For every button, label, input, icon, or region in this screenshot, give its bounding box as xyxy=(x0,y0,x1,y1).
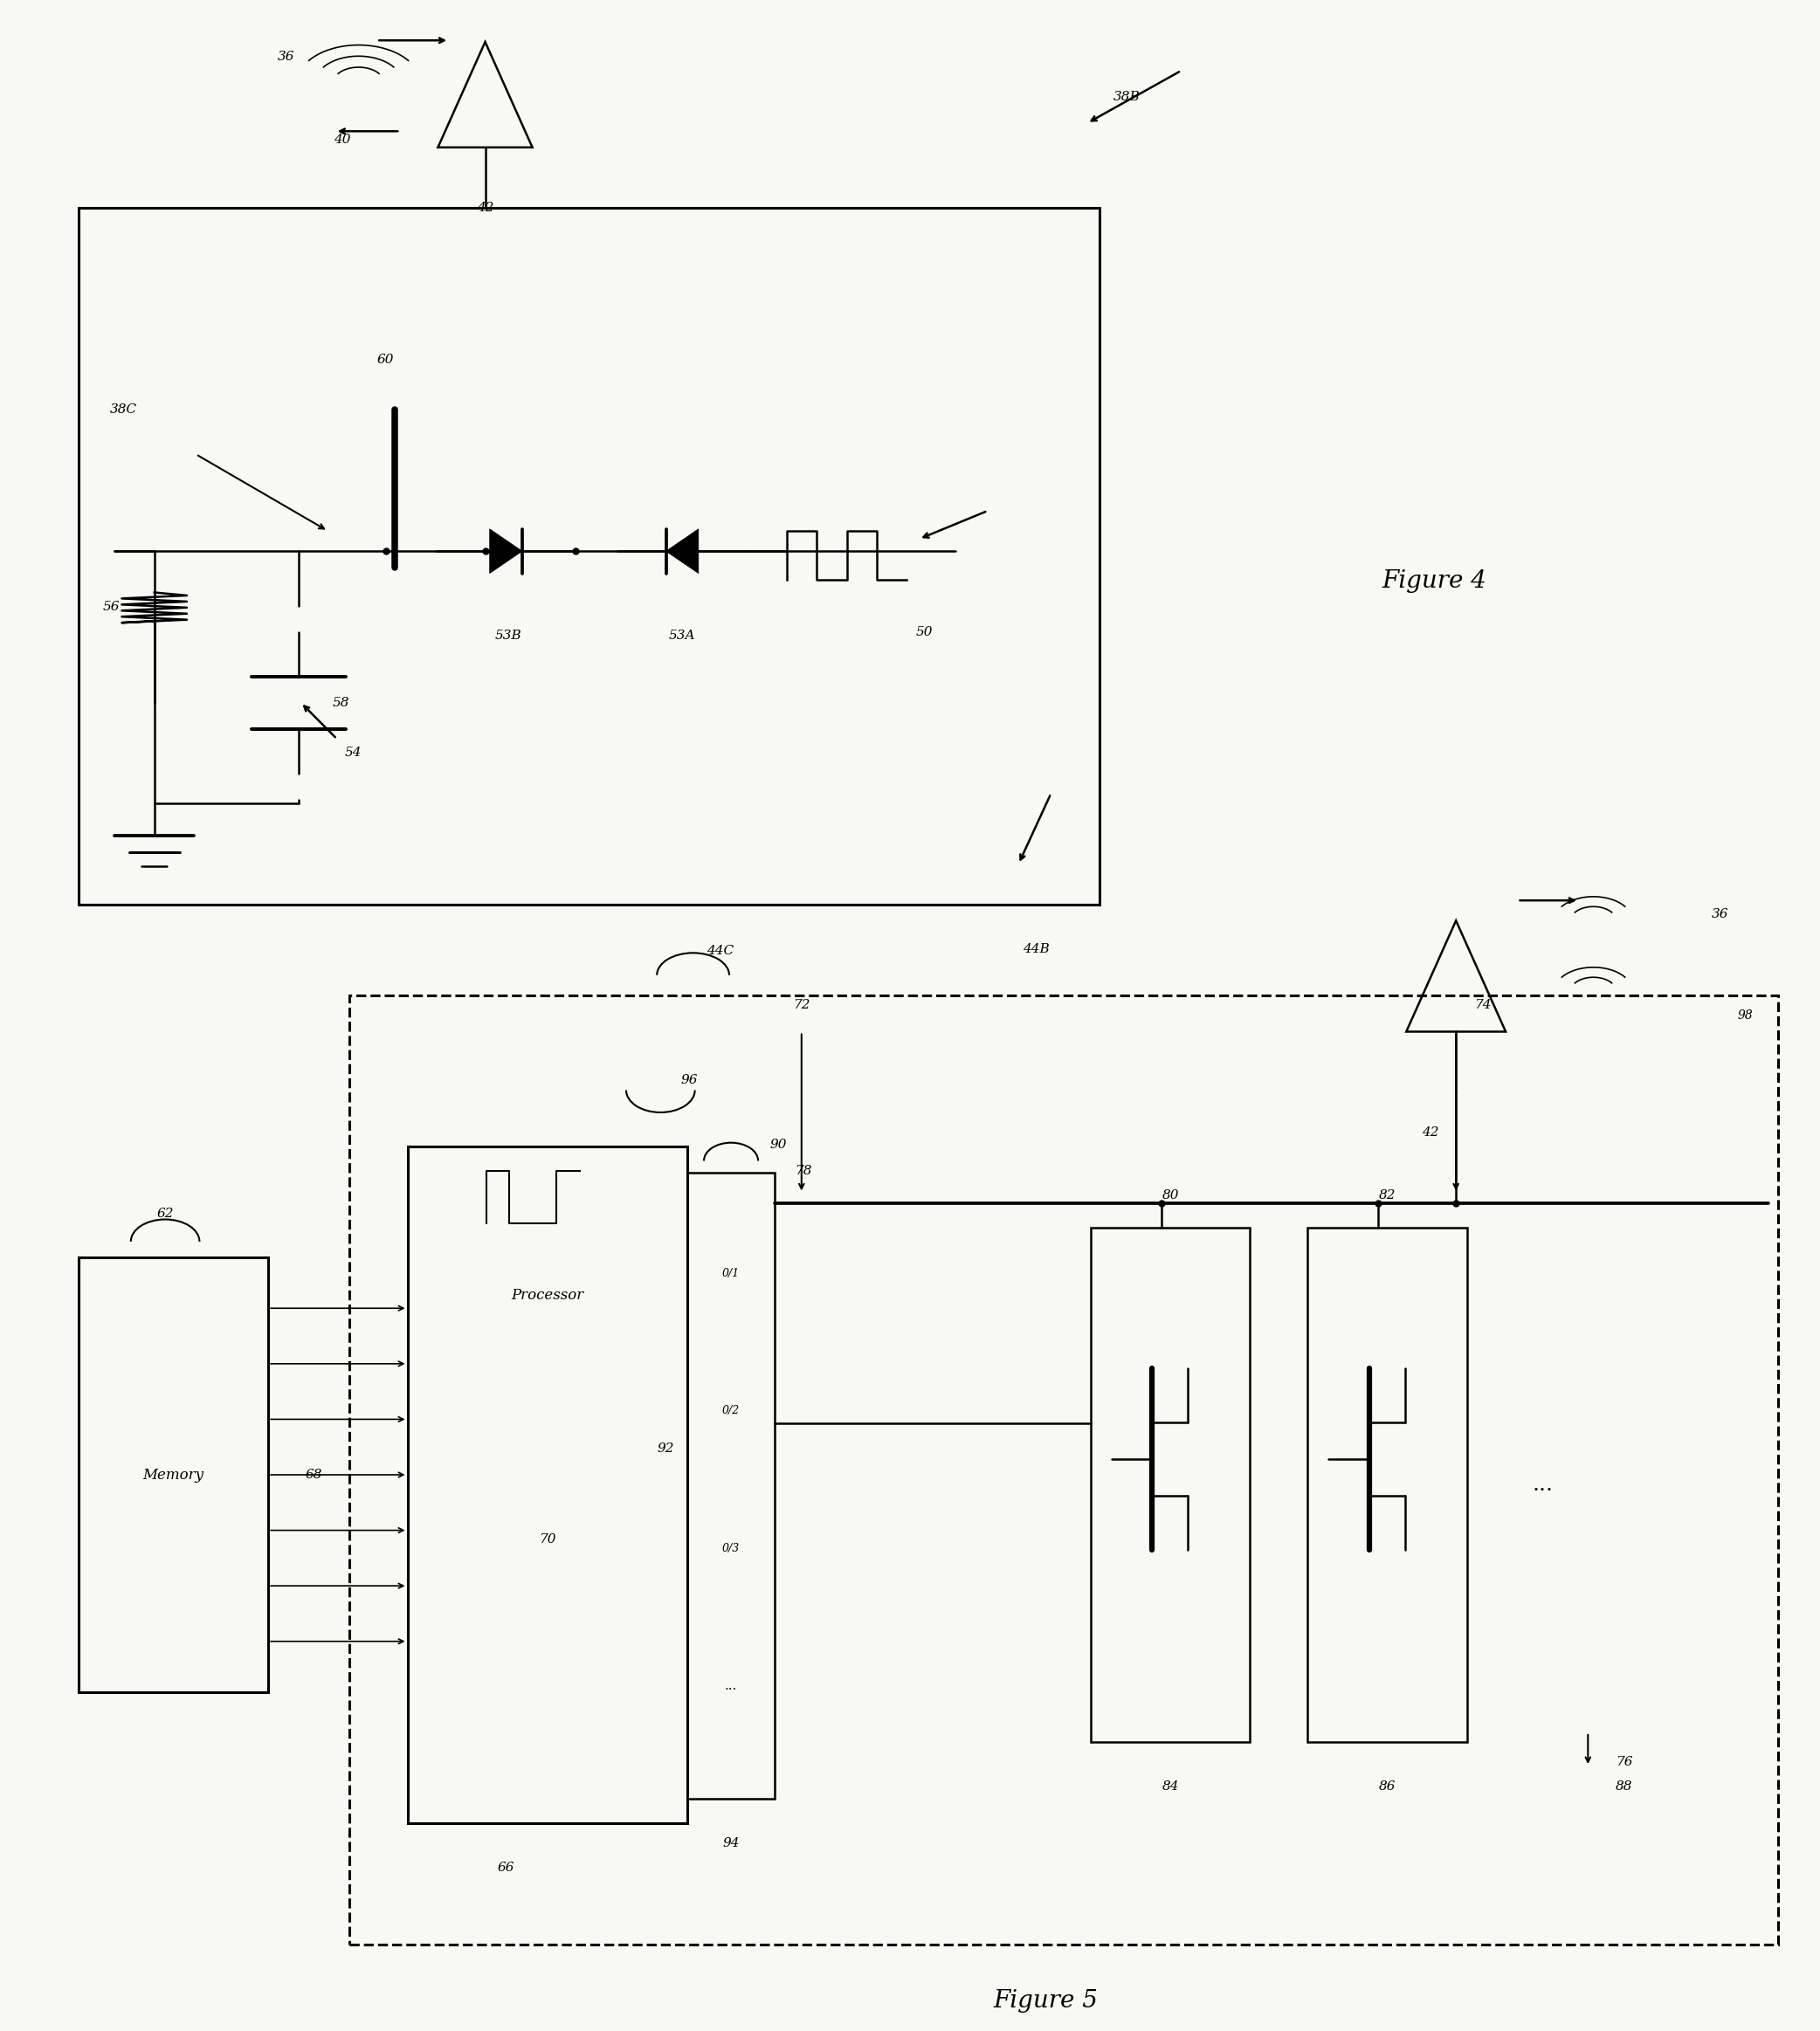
Text: 0/1: 0/1 xyxy=(723,1267,741,1280)
Text: 56: 56 xyxy=(102,601,120,613)
Polygon shape xyxy=(490,528,522,573)
Text: 96: 96 xyxy=(681,1074,697,1087)
Bar xyxy=(1090,1227,1250,1743)
Bar xyxy=(1309,1227,1467,1743)
Text: 76: 76 xyxy=(1616,1757,1633,1769)
Text: 92: 92 xyxy=(657,1442,675,1454)
Text: 42: 42 xyxy=(477,201,493,213)
Text: 36: 36 xyxy=(1711,908,1729,920)
Bar xyxy=(78,207,1099,904)
Text: 70: 70 xyxy=(539,1533,557,1546)
Text: Figure 4: Figure 4 xyxy=(1381,569,1487,593)
Bar xyxy=(349,995,1778,1944)
Text: 90: 90 xyxy=(770,1139,786,1152)
Text: 84: 84 xyxy=(1161,1781,1179,1793)
Text: 38C: 38C xyxy=(109,404,136,416)
Text: 66: 66 xyxy=(497,1860,513,1873)
Text: 53A: 53A xyxy=(670,630,695,642)
Text: 53B: 53B xyxy=(495,630,522,642)
Text: ...: ... xyxy=(1532,1475,1552,1495)
Text: 62: 62 xyxy=(157,1206,173,1219)
Text: 44B: 44B xyxy=(1023,942,1050,955)
Text: 54: 54 xyxy=(344,747,362,760)
Text: Processor: Processor xyxy=(511,1288,584,1304)
Text: ...: ... xyxy=(724,1680,737,1692)
Text: 60: 60 xyxy=(377,353,395,366)
Bar xyxy=(78,1257,268,1692)
Text: 36: 36 xyxy=(278,51,295,63)
Text: 82: 82 xyxy=(1380,1188,1396,1200)
Bar xyxy=(408,1148,688,1824)
Text: 58: 58 xyxy=(331,697,349,709)
Text: Figure 5: Figure 5 xyxy=(994,1988,1097,2013)
Text: Memory: Memory xyxy=(142,1466,204,1483)
Text: 0/2: 0/2 xyxy=(723,1405,741,1416)
Bar xyxy=(688,1174,774,1799)
Text: 40: 40 xyxy=(333,134,351,146)
Text: 94: 94 xyxy=(723,1838,739,1850)
Text: 50: 50 xyxy=(915,626,934,638)
Text: 72: 72 xyxy=(794,999,810,1011)
Polygon shape xyxy=(666,528,699,573)
Text: 86: 86 xyxy=(1380,1781,1396,1793)
Text: 74: 74 xyxy=(1474,999,1492,1011)
Text: 78: 78 xyxy=(795,1166,812,1178)
Text: 44C: 44C xyxy=(706,944,733,957)
Text: 38B: 38B xyxy=(1114,91,1141,104)
Text: 0/3: 0/3 xyxy=(723,1544,741,1554)
Text: 42: 42 xyxy=(1421,1127,1440,1139)
Text: 98: 98 xyxy=(1738,1009,1753,1022)
Text: 88: 88 xyxy=(1616,1781,1633,1793)
Text: 80: 80 xyxy=(1161,1188,1179,1200)
Text: 68: 68 xyxy=(306,1468,322,1481)
